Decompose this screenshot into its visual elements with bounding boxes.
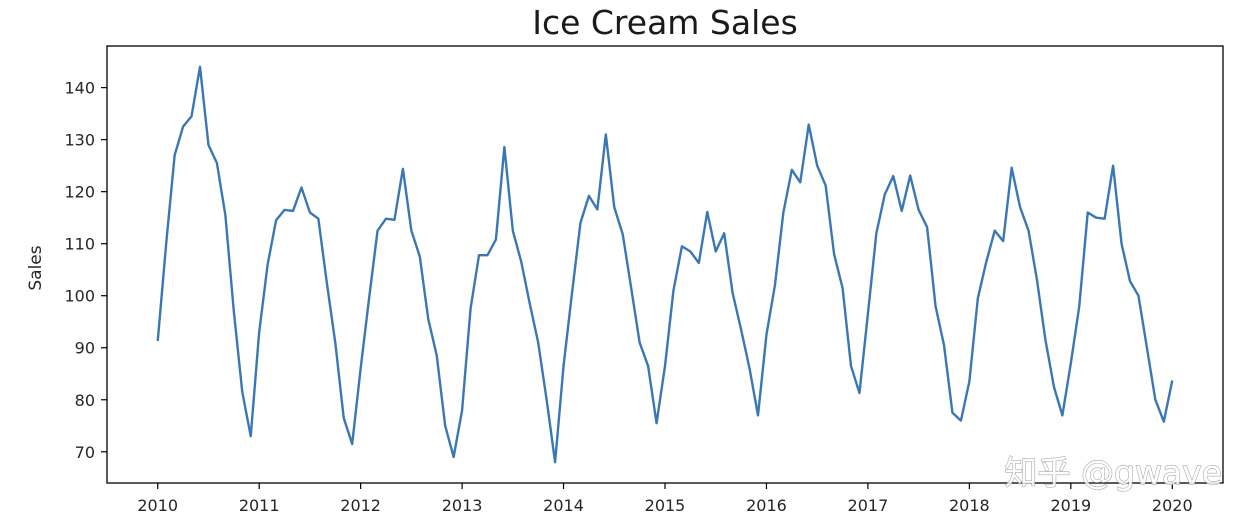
x-tick-label: 2012 [340, 496, 381, 515]
y-tick-label: 70 [75, 443, 95, 462]
x-tick-label: 2020 [1152, 496, 1193, 515]
x-tick-label: 2011 [239, 496, 280, 515]
y-axis-label: Sales [26, 245, 46, 290]
x-tick-label: 2018 [949, 496, 990, 515]
y-tick-label: 90 [75, 339, 95, 358]
y-tick-label: 120 [64, 183, 95, 202]
y-tick-label: 110 [64, 235, 95, 254]
y-tick-label: 140 [64, 79, 95, 98]
x-tick-label: 2019 [1050, 496, 1091, 515]
x-tick-label: 2013 [442, 496, 483, 515]
x-tick-label: 2015 [645, 496, 686, 515]
y-tick-label: 100 [64, 287, 95, 306]
x-tick-label: 2016 [746, 496, 787, 515]
series-line-sales [156, 65, 1174, 464]
y-tick-label: 130 [64, 131, 95, 150]
x-tick-label: 2010 [137, 496, 178, 515]
x-axis: 2010 2011 2012 2013 2014 2015 2016 2017 2018 2019… [137, 483, 1193, 515]
x-tick-label: 2014 [543, 496, 584, 515]
x-tick-label: 2017 [848, 496, 889, 515]
watermark: 知乎 @gwave [1005, 453, 1222, 492]
chart-title: Ice Cream Sales [532, 3, 798, 42]
y-axis: 70 80 90 100 110 120 130 140 [64, 79, 107, 462]
y-tick-label: 80 [75, 391, 95, 410]
axes-frame [106, 45, 1224, 484]
